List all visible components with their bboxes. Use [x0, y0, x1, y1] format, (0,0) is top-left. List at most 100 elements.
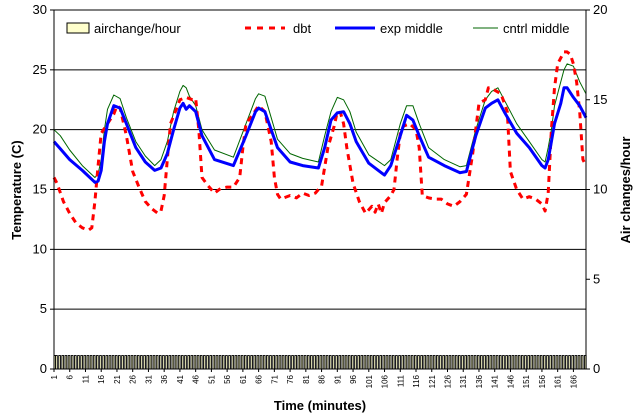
airchange-bar	[247, 355, 250, 370]
y2-tick-label: 15	[593, 92, 607, 107]
airchange-bar	[351, 355, 354, 370]
x-tick-label: 156	[538, 374, 547, 388]
airchange-bar	[543, 355, 546, 370]
airchange-bar	[413, 355, 417, 370]
x-tick-label: 106	[381, 374, 390, 388]
y2-tick-label: 5	[593, 271, 600, 286]
airchange-bar	[451, 355, 455, 370]
x-tick-label: 31	[144, 374, 153, 383]
airchange-bar	[212, 355, 216, 370]
airchange-bar	[470, 355, 474, 370]
x-tick-label: 96	[349, 374, 358, 383]
airchange-bar	[335, 355, 338, 370]
airchange-bar	[291, 355, 294, 370]
airchange-bar	[382, 355, 386, 370]
airchange-bar	[486, 355, 490, 370]
airchange-bar	[64, 355, 68, 370]
airchange-bar	[61, 355, 65, 370]
x-tick-label: 46	[192, 374, 201, 383]
airchange-bar	[461, 355, 464, 370]
airchange-bar	[508, 355, 512, 370]
airchange-bar	[168, 355, 172, 370]
airchange-bar	[256, 355, 260, 370]
x-tick-label: 51	[207, 374, 216, 383]
airchange-bar	[171, 355, 175, 370]
airchange-bar	[344, 355, 348, 370]
x-tick-label: 66	[255, 374, 264, 383]
airchange-bar	[517, 355, 521, 370]
airchange-bar	[99, 355, 102, 370]
x-tick-label: 161	[554, 374, 563, 388]
airchange-bar	[366, 355, 370, 370]
airchange-bar	[436, 355, 439, 370]
airchange-bar	[527, 355, 530, 370]
airchange-bar	[571, 355, 575, 370]
airchange-bar	[206, 355, 209, 370]
airchange-bar	[354, 355, 357, 370]
airchange-bar	[278, 355, 282, 370]
airchange-bar	[297, 355, 301, 370]
x-tick-label: 56	[223, 374, 232, 383]
airchange-bar	[410, 355, 414, 370]
x-tick-label: 36	[160, 374, 169, 383]
airchange-bar	[203, 355, 206, 370]
series-line-cntrl-middle	[53, 63, 587, 178]
airchange-bar	[108, 355, 112, 370]
x-tick-label: 86	[318, 374, 327, 383]
airchange-bar	[555, 355, 559, 370]
legend-label-dbt: dbt	[293, 21, 311, 36]
airchange-bar	[240, 355, 244, 370]
x-tick-label: 21	[113, 374, 122, 383]
airchange-bar	[253, 355, 257, 370]
airchange-bar	[480, 355, 483, 370]
airchange-bar	[118, 355, 121, 370]
y-tick-label: 25	[33, 62, 47, 77]
airchange-bar	[146, 355, 150, 370]
legend-item-airchange: airchange/hour	[66, 21, 181, 36]
airchange-bar	[316, 355, 320, 370]
airchange-bar	[332, 355, 335, 370]
airchange-bar	[310, 355, 313, 370]
airchange-bar	[521, 355, 524, 370]
airchange-bar	[121, 355, 124, 370]
airchange-bar	[426, 355, 430, 370]
gridlines	[54, 69, 586, 310]
y2-tick-label: 10	[593, 182, 607, 197]
airchange-bar	[89, 355, 93, 370]
x-tick-label: 111	[396, 374, 405, 387]
airchange-bar	[502, 355, 505, 370]
airchange-bar	[341, 355, 345, 370]
airchange-bar	[458, 355, 461, 370]
airchange-bar	[489, 355, 493, 370]
airchange-bar	[319, 355, 323, 370]
airchange-bar	[234, 355, 238, 370]
airchange-bar	[530, 355, 534, 370]
airchange-bar	[539, 355, 543, 370]
airchange-bar	[237, 355, 241, 370]
airchange-bar	[143, 355, 146, 370]
airchange-bar	[281, 355, 285, 370]
airchange-bar	[187, 355, 190, 370]
y-tick-label: 30	[33, 2, 47, 17]
airchange-bar	[221, 355, 225, 370]
y2-tick-label: 0	[593, 361, 600, 376]
airchange-bar	[165, 355, 168, 370]
airchange-bar	[303, 355, 307, 370]
airchange-bar	[363, 355, 367, 370]
x-tick-label: 166	[569, 374, 578, 388]
airchange-bar	[580, 355, 584, 370]
y-tick-label: 20	[33, 122, 47, 137]
airchange-bar	[184, 355, 187, 370]
x-tick-label: 41	[176, 374, 185, 383]
airchange-bar	[524, 355, 527, 370]
x-tick-label: 81	[302, 374, 311, 383]
legend-item-cntrl-middle: cntrl middle	[473, 21, 569, 36]
airchange-bar	[300, 355, 304, 370]
airchange-bar	[162, 355, 165, 370]
airchange-bar	[407, 355, 411, 370]
airchange-bar	[149, 355, 153, 370]
x-axis: 1 6 11 16 21 26 31 36 41 46 51 56 61 66 71 76 81 86 91 96 10…	[50, 369, 578, 388]
airchange-bar	[243, 355, 247, 370]
x-tick-label: 76	[286, 374, 295, 383]
airchange-bar	[498, 355, 502, 370]
